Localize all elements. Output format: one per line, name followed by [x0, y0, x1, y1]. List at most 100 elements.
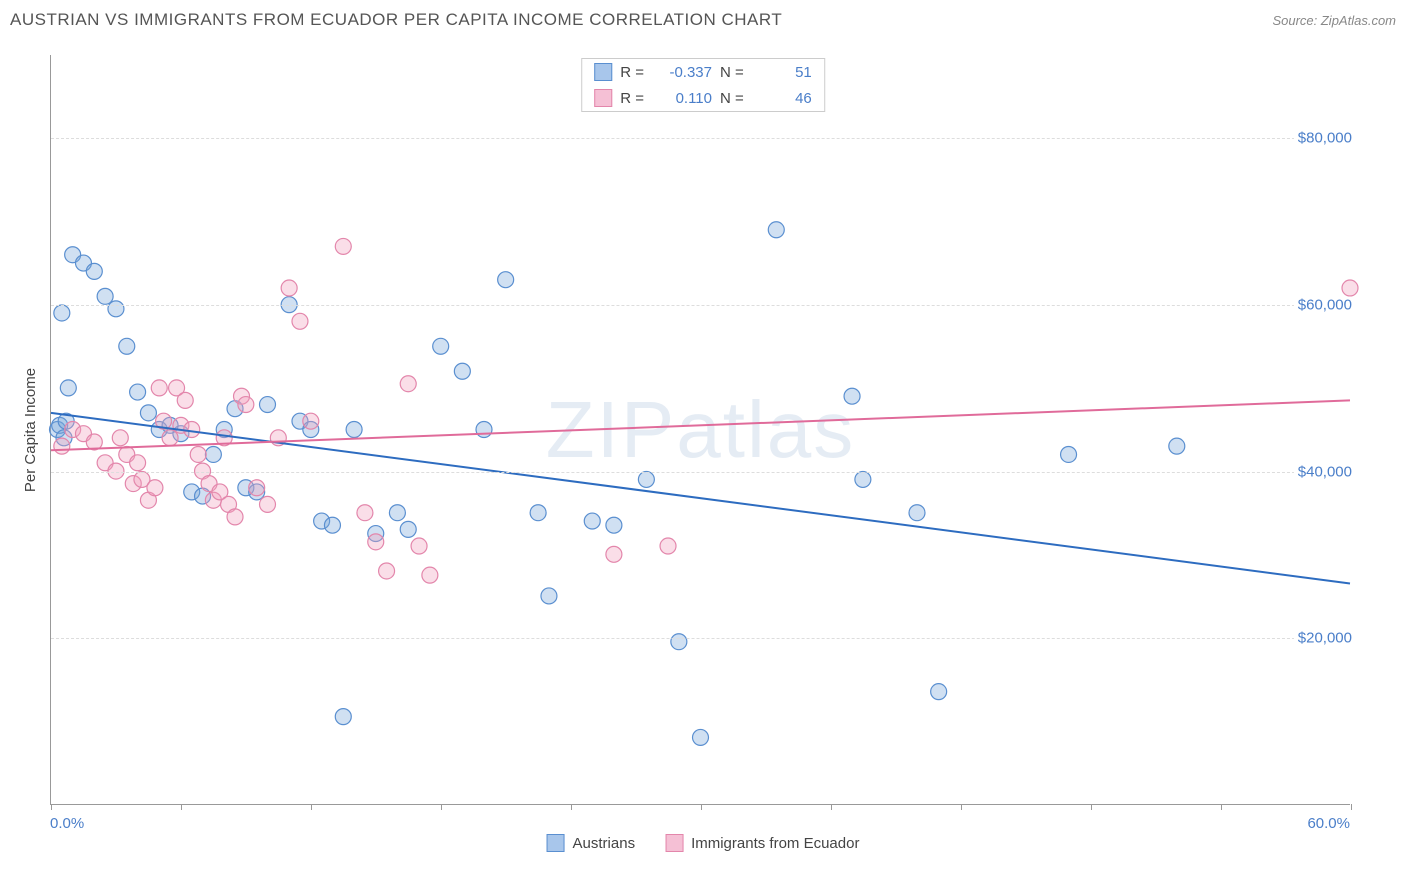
- data-point: [335, 238, 351, 254]
- data-point: [151, 380, 167, 396]
- x-tick: [1351, 804, 1352, 810]
- legend-item-series2: Immigrants from Ecuador: [665, 834, 859, 852]
- gridline: [51, 638, 1350, 639]
- legend-bottom-swatch-1: [547, 834, 565, 852]
- legend-item-series1: Austrians: [547, 834, 636, 852]
- chart-header: AUSTRIAN VS IMMIGRANTS FROM ECUADOR PER …: [10, 10, 1396, 30]
- legend-swatch-series1: [594, 63, 612, 81]
- chart-source: Source: ZipAtlas.com: [1272, 13, 1396, 28]
- data-point: [190, 446, 206, 462]
- data-point: [660, 538, 676, 554]
- data-point: [238, 397, 254, 413]
- data-point: [130, 455, 146, 471]
- legend-row-series1: R = -0.337 N = 51: [582, 59, 824, 85]
- data-point: [86, 263, 102, 279]
- data-point: [324, 517, 340, 533]
- data-point: [530, 505, 546, 521]
- data-point: [177, 392, 193, 408]
- chart-title: AUSTRIAN VS IMMIGRANTS FROM ECUADOR PER …: [10, 10, 782, 30]
- data-point: [671, 634, 687, 650]
- gridline: [51, 472, 1350, 473]
- x-tick: [181, 804, 182, 810]
- data-point: [335, 709, 351, 725]
- x-axis-max-label: 60.0%: [1307, 815, 1350, 832]
- data-point: [454, 363, 470, 379]
- data-point: [205, 446, 221, 462]
- legend-row-series2: R = 0.110 N = 46: [582, 85, 824, 111]
- data-point: [606, 517, 622, 533]
- data-point: [227, 509, 243, 525]
- data-point: [606, 546, 622, 562]
- x-tick: [441, 804, 442, 810]
- x-tick: [961, 804, 962, 810]
- data-point: [400, 521, 416, 537]
- gridline: [51, 305, 1350, 306]
- data-point: [422, 567, 438, 583]
- data-point: [140, 405, 156, 421]
- data-point: [54, 305, 70, 321]
- data-point: [411, 538, 427, 554]
- data-point: [112, 430, 128, 446]
- legend-n-value-2: 46: [752, 90, 812, 107]
- x-tick: [1091, 804, 1092, 810]
- legend-r-label: R =: [620, 90, 644, 107]
- chart-plot-area: ZIPatlas $20,000$40,000$60,000$80,000: [50, 55, 1350, 805]
- data-point: [379, 563, 395, 579]
- data-point: [693, 729, 709, 745]
- data-point: [389, 505, 405, 521]
- x-axis-min-label: 0.0%: [50, 815, 84, 832]
- data-point: [184, 422, 200, 438]
- data-point: [584, 513, 600, 529]
- data-point: [400, 376, 416, 392]
- data-point: [368, 534, 384, 550]
- data-point: [1061, 446, 1077, 462]
- data-point: [119, 338, 135, 354]
- data-point: [433, 338, 449, 354]
- data-point: [60, 380, 76, 396]
- data-point: [1169, 438, 1185, 454]
- data-point: [346, 422, 362, 438]
- legend-r-value-2: 0.110: [652, 90, 712, 107]
- data-point: [1342, 280, 1358, 296]
- legend-bottom-label-2: Immigrants from Ecuador: [691, 835, 859, 852]
- legend-r-label: R =: [620, 64, 644, 81]
- legend-n-label: N =: [720, 90, 744, 107]
- data-point: [498, 272, 514, 288]
- data-point: [249, 480, 265, 496]
- data-point: [130, 384, 146, 400]
- series-legend: Austrians Immigrants from Ecuador: [547, 834, 860, 852]
- y-tick-label: $80,000: [1294, 130, 1356, 147]
- data-point: [281, 280, 297, 296]
- data-point: [541, 588, 557, 604]
- y-axis-title: Per Capita Income: [22, 368, 39, 492]
- legend-n-value-1: 51: [752, 64, 812, 81]
- x-tick: [831, 804, 832, 810]
- x-tick: [1221, 804, 1222, 810]
- legend-bottom-label-1: Austrians: [573, 835, 636, 852]
- data-point: [768, 222, 784, 238]
- data-point: [638, 471, 654, 487]
- x-tick: [571, 804, 572, 810]
- data-point: [97, 288, 113, 304]
- legend-swatch-series2: [594, 89, 612, 107]
- data-point: [162, 430, 178, 446]
- data-point: [909, 505, 925, 521]
- correlation-legend: R = -0.337 N = 51 R = 0.110 N = 46: [581, 58, 825, 112]
- data-point: [108, 301, 124, 317]
- data-point: [292, 313, 308, 329]
- data-point: [855, 471, 871, 487]
- gridline: [51, 138, 1350, 139]
- data-point: [147, 480, 163, 496]
- legend-r-value-1: -0.337: [652, 64, 712, 81]
- data-point: [54, 438, 70, 454]
- data-point: [260, 397, 276, 413]
- data-point: [931, 684, 947, 700]
- x-tick: [701, 804, 702, 810]
- y-tick-label: $60,000: [1294, 297, 1356, 314]
- legend-n-label: N =: [720, 64, 744, 81]
- x-tick: [311, 804, 312, 810]
- x-tick: [51, 804, 52, 810]
- scatter-plot-svg: [51, 55, 1350, 804]
- y-tick-label: $40,000: [1294, 463, 1356, 480]
- data-point: [476, 422, 492, 438]
